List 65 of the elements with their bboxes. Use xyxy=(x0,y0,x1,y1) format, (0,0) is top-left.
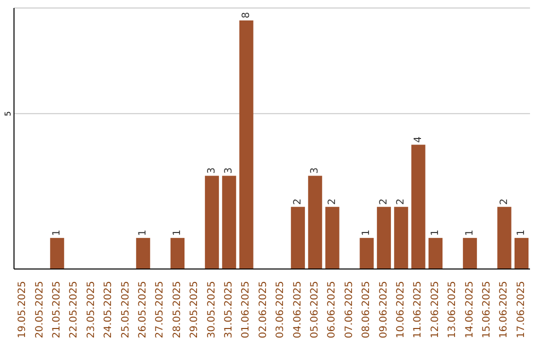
bar xyxy=(204,176,219,269)
x-tick-label: 27.05.2025 xyxy=(154,281,166,338)
bar xyxy=(411,144,426,269)
data-label: 8 xyxy=(240,12,252,18)
x-tick-label: 09.06.2025 xyxy=(378,281,390,338)
x-tick-label: 07.06.2025 xyxy=(344,281,355,338)
bar xyxy=(239,20,254,269)
x-tick-label: 01.06.2025 xyxy=(240,281,252,338)
data-label: 2 xyxy=(378,198,390,205)
bar xyxy=(170,238,185,269)
x-tick-label: 19.05.2025 xyxy=(17,281,28,338)
data-label: 1 xyxy=(464,230,476,236)
x-tick-label: 24.05.2025 xyxy=(103,281,114,338)
bar xyxy=(50,238,64,269)
data-label: 3 xyxy=(224,167,235,174)
data-label: 3 xyxy=(310,167,321,174)
x-tick-label: 15.06.2025 xyxy=(482,281,492,338)
bar xyxy=(428,238,443,269)
y-tick-label: 5 xyxy=(4,111,12,116)
bar xyxy=(497,206,512,269)
x-tick-label: 04.06.2025 xyxy=(292,281,304,338)
data-label: 1 xyxy=(516,230,528,236)
x-tick-label: 11.06.2025 xyxy=(412,281,424,338)
x-tick-label: 25.05.2025 xyxy=(120,281,132,338)
bar xyxy=(136,238,150,269)
x-tick-label: 12.06.2025 xyxy=(430,281,441,338)
x-tick-label: 26.05.2025 xyxy=(138,281,148,338)
x-tick-label: 08.06.2025 xyxy=(361,281,372,338)
x-tick-label: 22.05.2025 xyxy=(68,281,80,338)
bar xyxy=(514,238,529,269)
x-tick-label: 06.06.2025 xyxy=(326,281,338,338)
data-label: 2 xyxy=(396,198,407,205)
data-label: 2 xyxy=(498,198,510,205)
bar xyxy=(308,176,322,269)
x-tick-label: 31.05.2025 xyxy=(224,281,234,338)
x-tick-label: 29.05.2025 xyxy=(189,281,200,338)
x-tick-label: 30.05.2025 xyxy=(206,281,218,338)
bar xyxy=(376,206,391,269)
data-label: 3 xyxy=(206,167,218,174)
bar xyxy=(222,176,236,269)
data-label: 1 xyxy=(430,230,442,236)
x-tick-label: 16.06.2025 xyxy=(498,281,510,338)
x-tick-label: 20.05.2025 xyxy=(34,281,46,338)
bar xyxy=(290,206,305,269)
x-tick-label: 23.05.2025 xyxy=(86,281,97,338)
x-tick-label: 10.06.2025 xyxy=(396,281,406,338)
bar xyxy=(360,238,374,269)
x-tick-label: 05.06.2025 xyxy=(310,281,320,338)
bar xyxy=(462,238,477,269)
data-label: 1 xyxy=(361,230,372,236)
bar xyxy=(325,206,340,269)
x-tick-label: 02.06.2025 xyxy=(258,281,269,338)
bar xyxy=(394,206,408,269)
data-label: 2 xyxy=(326,198,338,205)
x-tick-label: 13.06.2025 xyxy=(447,281,458,338)
data-label: 1 xyxy=(52,230,63,236)
x-tick-label: 14.06.2025 xyxy=(464,281,476,338)
data-label: 1 xyxy=(172,230,184,236)
x-tick-label: 21.05.2025 xyxy=(52,281,62,338)
data-label: 2 xyxy=(292,198,304,205)
x-tick-label: 03.06.2025 xyxy=(275,281,286,338)
data-label: 4 xyxy=(412,136,424,143)
x-tick-label: 28.05.2025 xyxy=(172,281,183,338)
data-label: 1 xyxy=(138,230,149,236)
x-tick-label: 17.06.2025 xyxy=(516,281,527,338)
